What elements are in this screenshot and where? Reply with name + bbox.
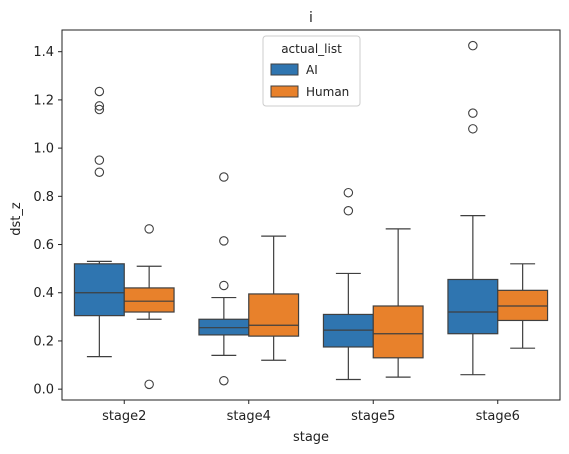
box-iqr bbox=[322, 313, 374, 348]
box-ai-stage2 bbox=[73, 86, 125, 358]
y-tick-label: 0.0 bbox=[33, 383, 54, 398]
x-tick-label: stage4 bbox=[227, 409, 271, 424]
x-tick-label: stage5 bbox=[351, 409, 395, 424]
y-tick-label: 0.8 bbox=[33, 190, 54, 205]
box-ai-stage4 bbox=[198, 172, 250, 386]
outlier-point bbox=[94, 101, 105, 111]
y-tick-label: 0.2 bbox=[33, 334, 54, 349]
box-human-stage5 bbox=[372, 228, 424, 378]
box-iqr bbox=[73, 263, 125, 317]
legend-title: actual_list bbox=[281, 42, 342, 56]
box-ai-stage6 bbox=[447, 40, 499, 376]
outlier-point bbox=[219, 172, 229, 182]
outlier-point bbox=[343, 206, 354, 216]
outlier-point bbox=[468, 40, 478, 51]
outlier-point bbox=[144, 379, 154, 390]
plot-area bbox=[73, 40, 549, 390]
y-tick-label: 1.4 bbox=[33, 45, 54, 60]
box-human-stage2 bbox=[123, 224, 175, 390]
box-iqr bbox=[447, 278, 499, 335]
x-tick-label: stage6 bbox=[476, 409, 520, 424]
box-human-stage4 bbox=[248, 235, 300, 361]
y-tick-label: 1.0 bbox=[33, 142, 54, 157]
box-iqr bbox=[372, 305, 424, 359]
y-tick-label: 0.4 bbox=[33, 286, 54, 301]
box-iqr bbox=[123, 287, 175, 313]
box-ai-stage5 bbox=[322, 187, 374, 381]
chart-title: i bbox=[309, 10, 313, 26]
outlier-point bbox=[94, 155, 105, 165]
legend-swatch bbox=[270, 85, 299, 98]
outlier-point bbox=[94, 167, 105, 177]
outlier-point bbox=[219, 375, 229, 386]
y-tick-label: 1.2 bbox=[33, 93, 54, 108]
box-iqr bbox=[198, 318, 250, 336]
outlier-point bbox=[468, 108, 478, 118]
outlier-point bbox=[94, 86, 105, 97]
y-tick-label: 0.6 bbox=[33, 238, 54, 253]
legend-label: Human bbox=[306, 85, 349, 99]
axes: 0.0 0.2 0.4 0.6 0.8 1.0 1.2 1.4 stage2 stage4 stag… bbox=[33, 29, 561, 424]
outlier-point bbox=[219, 236, 229, 246]
plot-frame bbox=[61, 29, 561, 401]
box-iqr bbox=[497, 289, 549, 322]
outlier-point bbox=[468, 124, 478, 134]
outlier-point bbox=[219, 280, 229, 291]
outlier-point bbox=[343, 187, 354, 198]
box-iqr bbox=[248, 293, 300, 337]
outlier-point bbox=[144, 224, 154, 234]
legend-swatch bbox=[270, 63, 299, 76]
x-tick-label: stage2 bbox=[102, 409, 146, 424]
legend-label: AI bbox=[306, 63, 318, 77]
box-human-stage6 bbox=[497, 263, 549, 349]
x-axis-label: stage bbox=[293, 430, 329, 445]
outlier-point bbox=[94, 104, 105, 115]
legend: actual_list AI Human bbox=[262, 35, 361, 107]
y-axis-label: dst_z bbox=[9, 202, 24, 236]
